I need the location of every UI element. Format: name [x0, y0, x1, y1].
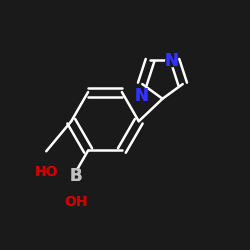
Circle shape — [71, 197, 82, 208]
Text: N: N — [134, 87, 148, 105]
Circle shape — [136, 91, 147, 102]
Text: HO: HO — [34, 166, 58, 179]
Text: N: N — [164, 52, 178, 70]
Text: N: N — [134, 87, 148, 105]
Text: OH: OH — [64, 196, 88, 209]
Text: OH: OH — [64, 196, 88, 209]
Text: N: N — [164, 52, 178, 70]
Circle shape — [166, 56, 177, 67]
Text: B: B — [70, 167, 82, 185]
Text: B: B — [70, 167, 82, 185]
Circle shape — [41, 167, 52, 178]
Text: HO: HO — [34, 166, 58, 179]
Circle shape — [71, 171, 82, 182]
